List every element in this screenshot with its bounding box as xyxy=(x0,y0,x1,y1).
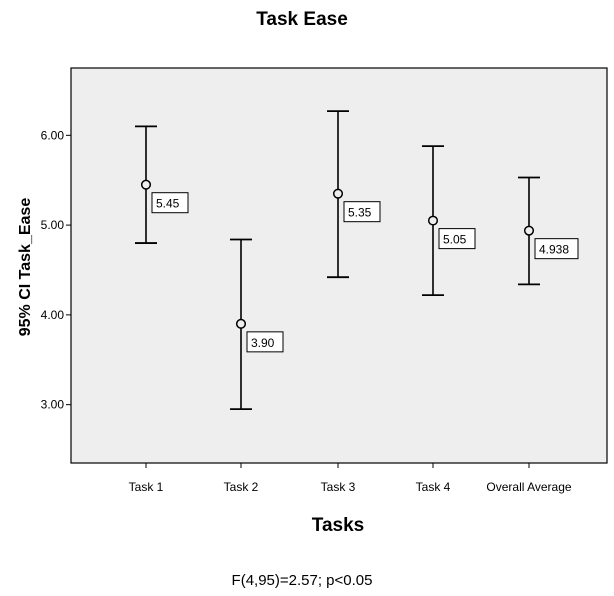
y-tick-label: 3.00 xyxy=(41,398,65,412)
x-axis-label: Tasks xyxy=(312,515,364,536)
plot-area xyxy=(70,67,608,464)
y-axis-label: 95% CI Task_Ease xyxy=(17,198,34,337)
data-label-box xyxy=(438,228,476,250)
data-label-box xyxy=(246,331,284,353)
error-bar-group: 4.938 xyxy=(518,176,579,286)
x-tick-label: Task 2 xyxy=(224,480,259,494)
error-bar-group: 5.45 xyxy=(135,125,189,244)
error-bars: 5.45 3.90 5.35 5.05 4.938 xyxy=(135,110,579,411)
x-tick-label: Task 1 xyxy=(129,480,164,494)
statistics-annotation: F(4,95)=2.57; p<0.05 xyxy=(232,572,373,589)
error-bar-group: 5.35 xyxy=(327,110,381,279)
x-tick-label: Task 4 xyxy=(416,480,451,494)
mean-marker xyxy=(235,318,247,329)
mean-marker xyxy=(140,179,152,190)
data-label-box xyxy=(343,201,381,223)
error-bar-group: 5.05 xyxy=(422,145,476,297)
x-tick-label: Overall Average xyxy=(486,480,571,494)
y-tick-label: 4.00 xyxy=(41,308,65,322)
data-label-box xyxy=(151,192,189,214)
data-label: 5.35 xyxy=(348,206,372,220)
data-label: 5.05 xyxy=(443,233,467,247)
data-label: 5.45 xyxy=(156,197,180,211)
mean-marker xyxy=(523,225,535,236)
data-label: 4.938 xyxy=(539,243,569,257)
mean-marker xyxy=(332,188,344,199)
chart-title: Task Ease xyxy=(256,9,348,30)
data-label: 3.90 xyxy=(251,336,275,350)
data-label-box xyxy=(534,238,579,260)
y-axis-ticks: 3.00 4.00 5.00 6.00 xyxy=(41,128,71,412)
y-tick-label: 5.00 xyxy=(41,218,65,232)
x-tick-label: Task 3 xyxy=(321,480,356,494)
y-tick-label: 6.00 xyxy=(41,128,65,142)
mean-marker xyxy=(427,215,439,226)
error-bar-group: 3.90 xyxy=(230,238,284,411)
x-axis-ticks: Task 1 Task 2 Task 3 Task 4 Overall Average xyxy=(129,463,572,494)
